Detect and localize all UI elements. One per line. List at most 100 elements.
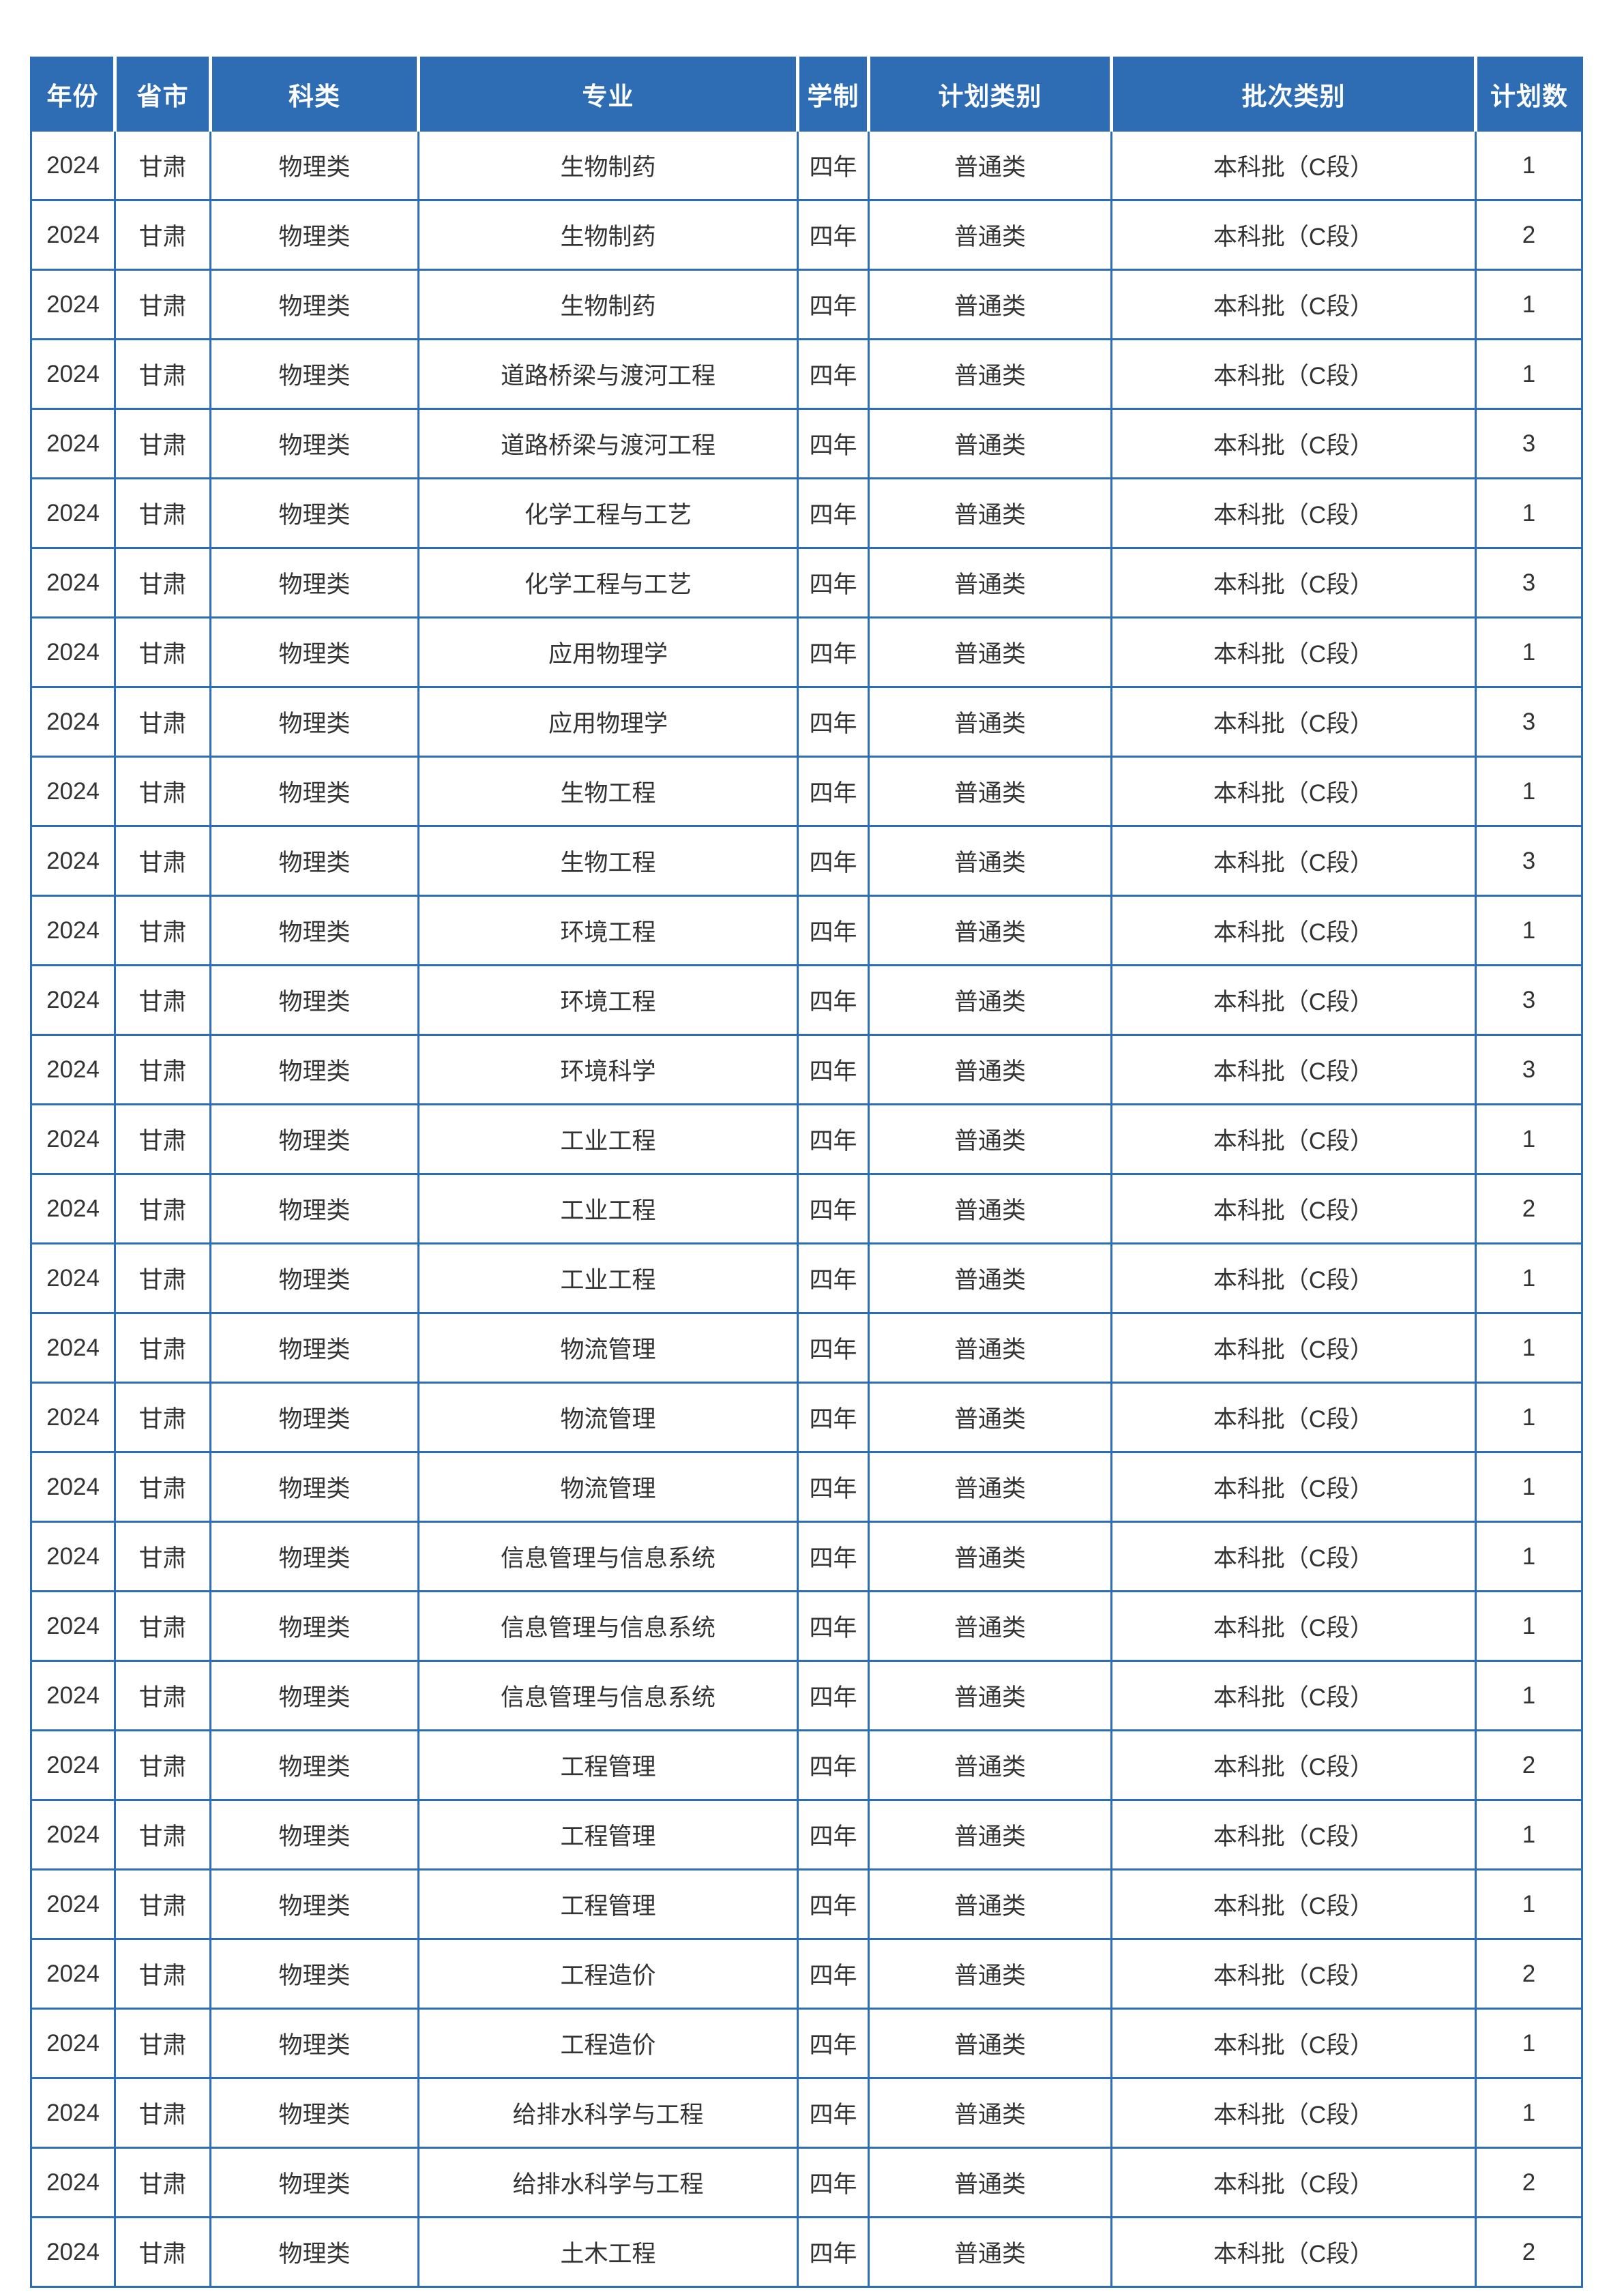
table-cell-year: 2024 xyxy=(30,2008,116,2079)
table-cell-major: 工程管理 xyxy=(417,1799,799,1870)
table-cell-plan_category: 普通类 xyxy=(868,1382,1112,1453)
table-cell-batch_category: 本科批（C段） xyxy=(1110,199,1477,271)
table-cell-batch_category: 本科批（C段） xyxy=(1110,1312,1477,1384)
table-cell-plan_count: 1 xyxy=(1475,1382,1583,1453)
table-cell-major: 环境工程 xyxy=(417,964,799,1036)
table-cell-province: 甘肃 xyxy=(114,1799,211,1870)
table-cell-batch_category: 本科批（C段） xyxy=(1110,477,1477,549)
table-cell-year: 2024 xyxy=(30,1451,116,1523)
table-cell-batch_category: 本科批（C段） xyxy=(1110,2216,1477,2288)
table-cell-batch_category: 本科批（C段） xyxy=(1110,686,1477,758)
table-cell-year: 2024 xyxy=(30,1868,116,1940)
table-row: 2024 甘肃 物理类 生物制药 四年 普通类 本科批（C段） 1 xyxy=(30,130,1583,201)
table-cell-duration: 四年 xyxy=(797,1799,870,1870)
table-cell-plan_count: 1 xyxy=(1475,1312,1583,1384)
table-row: 2024 甘肃 物理类 环境科学 四年 普通类 本科批（C段） 3 xyxy=(30,1034,1583,1105)
table-cell-year: 2024 xyxy=(30,2077,116,2149)
table-cell-plan_count: 1 xyxy=(1475,1590,1583,1662)
table-cell-batch_category: 本科批（C段） xyxy=(1110,2077,1477,2149)
table-cell-duration: 四年 xyxy=(797,130,870,201)
table-cell-batch_category: 本科批（C段） xyxy=(1110,1242,1477,1314)
table-cell-major: 物流管理 xyxy=(417,1382,799,1453)
table-cell-year: 2024 xyxy=(30,1729,116,1801)
table-cell-subject_category: 物理类 xyxy=(209,2216,419,2288)
table-cell-year: 2024 xyxy=(30,1034,116,1105)
table-cell-batch_category: 本科批（C段） xyxy=(1110,756,1477,827)
table-cell-duration: 四年 xyxy=(797,2147,870,2218)
table-cell-plan_category: 普通类 xyxy=(868,2008,1112,2079)
table-cell-year: 2024 xyxy=(30,1242,116,1314)
table-cell-major: 信息管理与信息系统 xyxy=(417,1521,799,1592)
table-cell-subject_category: 物理类 xyxy=(209,895,419,966)
table-cell-duration: 四年 xyxy=(797,2008,870,2079)
table-cell-subject_category: 物理类 xyxy=(209,1938,419,2010)
header-row: 年份 省市 科类 专业 学制 计划类别 批次类别 计划数 xyxy=(31,57,1582,131)
table-cell-major: 给排水科学与工程 xyxy=(417,2077,799,2149)
table-cell-year: 2024 xyxy=(30,408,116,479)
table-cell-plan_count: 3 xyxy=(1475,547,1583,618)
table-row: 2024 甘肃 物理类 道路桥梁与渡河工程 四年 普通类 本科批（C段） 1 xyxy=(30,338,1583,410)
table-body: 2024 甘肃 物理类 生物制药 四年 普通类 本科批（C段） 1 2024 甘肃 物理类 生物制药四… xyxy=(30,130,1583,2288)
table-cell-plan_category: 普通类 xyxy=(868,1590,1112,1662)
table-cell-province: 甘肃 xyxy=(114,825,211,897)
table-cell-major: 应用物理学 xyxy=(417,686,799,758)
table-cell-batch_category: 本科批（C段） xyxy=(1110,338,1477,410)
column-header-duration: 学制 xyxy=(797,57,870,131)
table-cell-plan_category: 普通类 xyxy=(868,686,1112,758)
table-cell-subject_category: 物理类 xyxy=(209,686,419,758)
table-cell-province: 甘肃 xyxy=(114,895,211,966)
table-cell-plan_category: 普通类 xyxy=(868,1242,1112,1314)
table-cell-duration: 四年 xyxy=(797,825,870,897)
table-cell-duration: 四年 xyxy=(797,1382,870,1453)
column-header-year: 年份 xyxy=(31,57,117,131)
table-cell-year: 2024 xyxy=(30,616,116,688)
table-cell-plan_count: 2 xyxy=(1475,1729,1583,1801)
table-cell-major: 土木工程 xyxy=(417,2216,799,2288)
column-header-plan-count: 计划数 xyxy=(1475,57,1582,131)
table-cell-plan_category: 普通类 xyxy=(868,895,1112,966)
table-cell-plan_category: 普通类 xyxy=(868,825,1112,897)
table-cell-batch_category: 本科批（C段） xyxy=(1110,547,1477,618)
table-cell-year: 2024 xyxy=(30,547,116,618)
table-cell-duration: 四年 xyxy=(797,477,870,549)
table-cell-batch_category: 本科批（C段） xyxy=(1110,1451,1477,1523)
table-cell-batch_category: 本科批（C段） xyxy=(1110,130,1477,201)
table-cell-subject_category: 物理类 xyxy=(209,616,419,688)
table-cell-major: 应用物理学 xyxy=(417,616,799,688)
table-cell-plan_category: 普通类 xyxy=(868,1868,1112,1940)
table-cell-duration: 四年 xyxy=(797,269,870,340)
table-cell-duration: 四年 xyxy=(797,1173,870,1244)
table-row: 2024 甘肃 物理类 生物制药 四年 普通类 本科批（C段） 2 xyxy=(30,199,1583,271)
table-cell-plan_category: 普通类 xyxy=(868,756,1112,827)
column-header-plan-category: 计划类别 xyxy=(868,57,1113,131)
table-cell-province: 甘肃 xyxy=(114,1521,211,1592)
table-cell-subject_category: 物理类 xyxy=(209,2077,419,2149)
table-cell-duration: 四年 xyxy=(797,1590,870,1662)
table-cell-province: 甘肃 xyxy=(114,1660,211,1731)
table-cell-major: 工程造价 xyxy=(417,2008,799,2079)
table-cell-subject_category: 物理类 xyxy=(209,199,419,271)
table-cell-province: 甘肃 xyxy=(114,1173,211,1244)
table-cell-subject_category: 物理类 xyxy=(209,1173,419,1244)
table-cell-duration: 四年 xyxy=(797,1242,870,1314)
table-cell-major: 道路桥梁与渡河工程 xyxy=(417,338,799,410)
table-cell-year: 2024 xyxy=(30,130,116,201)
table-cell-year: 2024 xyxy=(30,1103,116,1175)
table-row: 2024 甘肃 物理类 生物制药 四年 普通类 本科批（C段） 1 xyxy=(30,269,1583,340)
table-cell-subject_category: 物理类 xyxy=(209,964,419,1036)
table-cell-major: 化学工程与工艺 xyxy=(417,547,799,618)
table-cell-major: 道路桥梁与渡河工程 xyxy=(417,408,799,479)
table-cell-year: 2024 xyxy=(30,338,116,410)
table-cell-duration: 四年 xyxy=(797,547,870,618)
table-cell-year: 2024 xyxy=(30,1312,116,1384)
table-cell-subject_category: 物理类 xyxy=(209,547,419,618)
table-cell-major: 工程管理 xyxy=(417,1729,799,1801)
table-row: 2024 甘肃 物理类 工程造价 四年 普通类 本科批（C段） 2 xyxy=(30,1938,1583,2010)
table-cell-batch_category: 本科批（C段） xyxy=(1110,1034,1477,1105)
table-cell-year: 2024 xyxy=(30,2216,116,2288)
table-cell-plan_count: 3 xyxy=(1475,686,1583,758)
table-cell-plan_category: 普通类 xyxy=(868,1729,1112,1801)
table-row: 2024 甘肃 物理类 工程造价 四年 普通类 本科批（C段） 1 xyxy=(30,2008,1583,2079)
column-header-subject-category: 科类 xyxy=(210,57,420,131)
